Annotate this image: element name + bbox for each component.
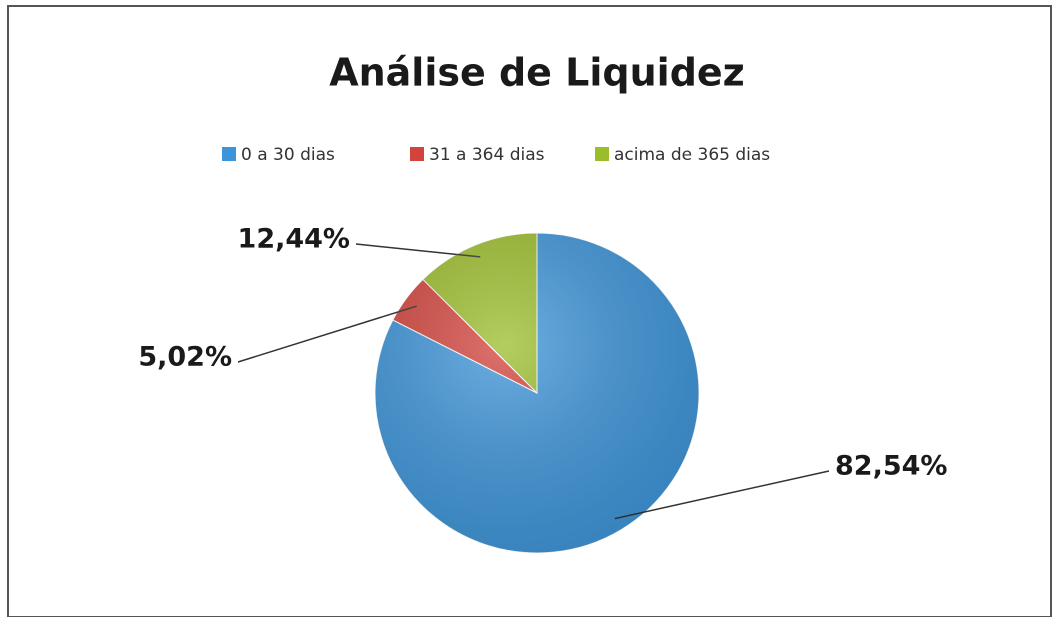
legend-label: acima de 365 dias: [614, 145, 770, 165]
legend-swatch: [595, 147, 609, 161]
data-label: 12,44%: [238, 224, 350, 255]
legend: 0 a 30 dias 31 a 364 dias acima de 365 dia…: [222, 145, 770, 165]
data-label: 5,02%: [138, 342, 232, 373]
legend-label: 31 a 364 dias: [429, 145, 545, 165]
legend-label: 0 a 30 dias: [241, 145, 335, 165]
data-label: 82,54%: [835, 451, 947, 482]
legend-swatch: [222, 147, 236, 161]
chart-title: Análise de Liquidez: [329, 51, 745, 95]
legend-swatch: [410, 147, 424, 161]
